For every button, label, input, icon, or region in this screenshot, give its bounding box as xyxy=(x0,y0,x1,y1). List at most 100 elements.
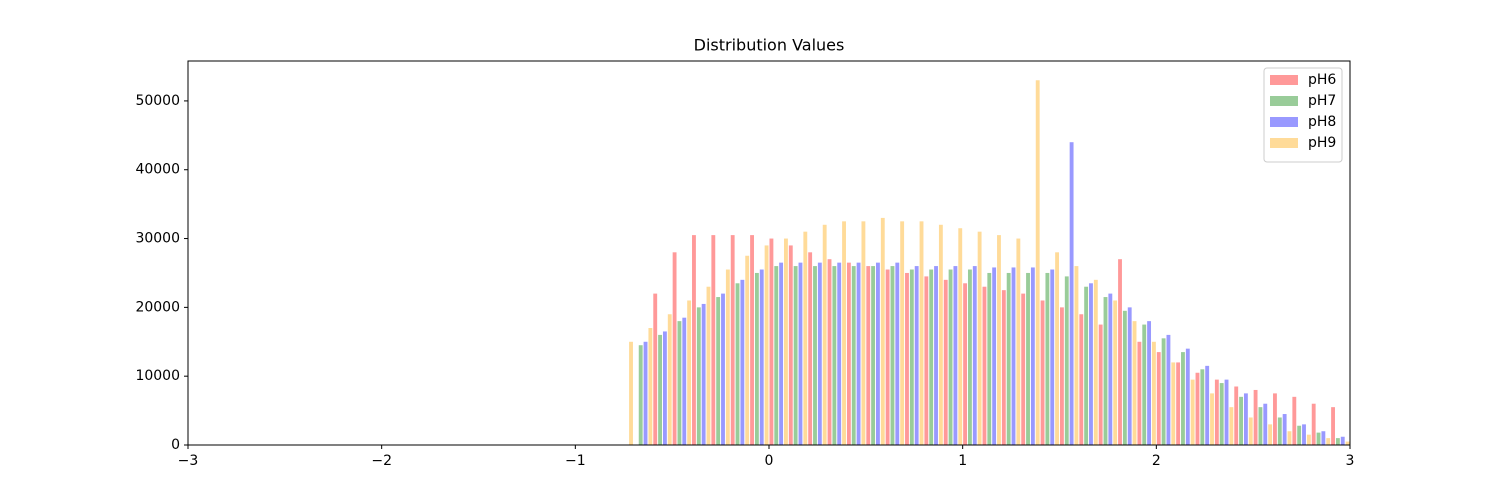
bar xyxy=(963,283,968,445)
bar xyxy=(667,314,672,445)
bar xyxy=(1011,267,1016,445)
bar xyxy=(1127,307,1132,445)
bar xyxy=(1340,436,1345,445)
bar xyxy=(1118,259,1122,445)
bar xyxy=(846,262,851,445)
x-tick-label: 2 xyxy=(1152,453,1161,469)
bar xyxy=(672,252,677,445)
bar xyxy=(1089,283,1093,445)
bar xyxy=(740,279,745,445)
x-tick-label: 1 xyxy=(958,453,967,469)
bar xyxy=(938,224,943,445)
bar xyxy=(1200,369,1205,445)
bar xyxy=(1224,379,1229,445)
bar xyxy=(1030,267,1035,445)
bar xyxy=(876,262,880,445)
bar xyxy=(1239,396,1243,445)
legend-label: pH6 xyxy=(1308,72,1336,88)
legend-box xyxy=(1263,67,1343,163)
bar xyxy=(842,221,846,445)
bar xyxy=(745,255,750,445)
bar xyxy=(1016,238,1021,445)
bar xyxy=(924,276,929,445)
chart-title: Distribution Values xyxy=(694,36,845,55)
bar xyxy=(1316,432,1321,445)
y-tick-label: 30000 xyxy=(135,231,180,247)
bar xyxy=(682,317,687,445)
x-tick-label: 0 xyxy=(765,453,774,469)
bar xyxy=(653,293,658,445)
bar xyxy=(851,266,856,445)
bar xyxy=(687,300,692,445)
bar xyxy=(972,266,977,445)
bar xyxy=(779,262,784,445)
legend-swatch xyxy=(1270,138,1298,148)
bar xyxy=(1040,300,1045,445)
bar xyxy=(1035,80,1040,446)
bar xyxy=(759,269,764,445)
bar xyxy=(1326,438,1331,445)
bar xyxy=(967,269,972,445)
x-tick-label: 3 xyxy=(1346,453,1355,469)
bar xyxy=(1147,321,1152,445)
bar xyxy=(871,266,876,445)
bar xyxy=(813,266,817,445)
bar xyxy=(658,334,662,445)
bar xyxy=(982,286,987,445)
bar xyxy=(803,231,808,445)
bar xyxy=(784,238,788,445)
bar xyxy=(914,266,919,445)
bar xyxy=(929,269,934,445)
bar xyxy=(1345,441,1350,445)
bar xyxy=(958,228,963,445)
bar xyxy=(1292,396,1297,445)
bar xyxy=(1258,407,1263,445)
bar xyxy=(905,272,909,445)
bar xyxy=(1229,407,1234,445)
bar xyxy=(793,266,798,445)
bar xyxy=(662,331,667,445)
bar xyxy=(1263,403,1268,445)
bar xyxy=(788,245,793,445)
bar xyxy=(1026,272,1030,445)
bar xyxy=(1282,414,1287,445)
bar xyxy=(1079,314,1084,445)
y-tick-label: 40000 xyxy=(135,162,180,178)
bar xyxy=(997,235,1001,445)
bar xyxy=(1045,272,1050,445)
bar xyxy=(1214,379,1219,445)
bar xyxy=(1210,393,1214,445)
plot-frame xyxy=(187,60,1351,446)
bar xyxy=(735,283,740,445)
bar xyxy=(730,235,735,445)
bar xyxy=(1181,352,1185,445)
bar xyxy=(861,221,866,445)
bar xyxy=(1171,362,1176,445)
bar xyxy=(1185,348,1190,445)
bar xyxy=(1074,266,1079,445)
bar xyxy=(1084,286,1089,445)
x-tick-label: −2 xyxy=(371,453,392,469)
bar xyxy=(1021,293,1026,445)
bar xyxy=(1093,279,1098,445)
bar xyxy=(1297,425,1302,445)
bar xyxy=(1287,431,1292,445)
legend-label: pH8 xyxy=(1308,114,1336,130)
legend-label: pH7 xyxy=(1308,93,1336,109)
bar xyxy=(711,235,716,445)
bar xyxy=(1151,341,1156,445)
bar xyxy=(1050,269,1055,445)
bar xyxy=(643,341,648,445)
bar xyxy=(943,279,948,445)
bar xyxy=(1137,341,1142,445)
bar xyxy=(1190,379,1195,445)
bar xyxy=(1132,321,1137,445)
bar xyxy=(725,269,730,445)
bar xyxy=(1156,352,1161,445)
bar xyxy=(1166,334,1171,445)
legend-swatch xyxy=(1270,117,1298,127)
bar xyxy=(885,269,890,445)
bar xyxy=(1103,297,1108,445)
bar xyxy=(1331,407,1335,445)
